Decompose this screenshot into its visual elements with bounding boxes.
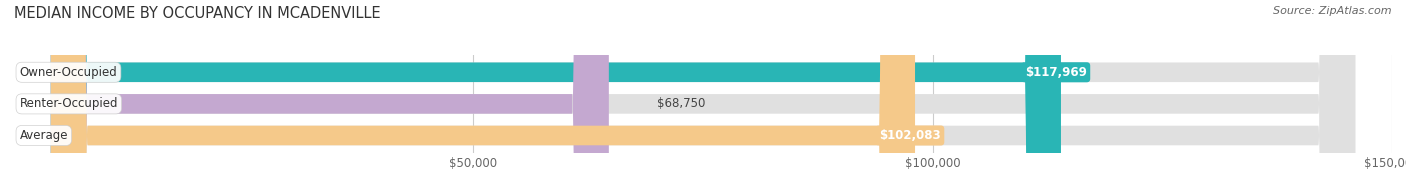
Text: Renter-Occupied: Renter-Occupied <box>20 97 118 110</box>
FancyBboxPatch shape <box>51 0 1062 196</box>
FancyBboxPatch shape <box>51 0 1355 196</box>
Text: $117,969: $117,969 <box>1025 66 1087 79</box>
FancyBboxPatch shape <box>51 0 915 196</box>
Text: Source: ZipAtlas.com: Source: ZipAtlas.com <box>1274 6 1392 16</box>
Text: Average: Average <box>20 129 67 142</box>
Text: Owner-Occupied: Owner-Occupied <box>20 66 117 79</box>
FancyBboxPatch shape <box>51 0 1355 196</box>
Text: MEDIAN INCOME BY OCCUPANCY IN MCADENVILLE: MEDIAN INCOME BY OCCUPANCY IN MCADENVILL… <box>14 6 381 21</box>
FancyBboxPatch shape <box>51 0 1355 196</box>
Text: $68,750: $68,750 <box>657 97 704 110</box>
FancyBboxPatch shape <box>51 0 609 196</box>
Text: $102,083: $102,083 <box>879 129 941 142</box>
